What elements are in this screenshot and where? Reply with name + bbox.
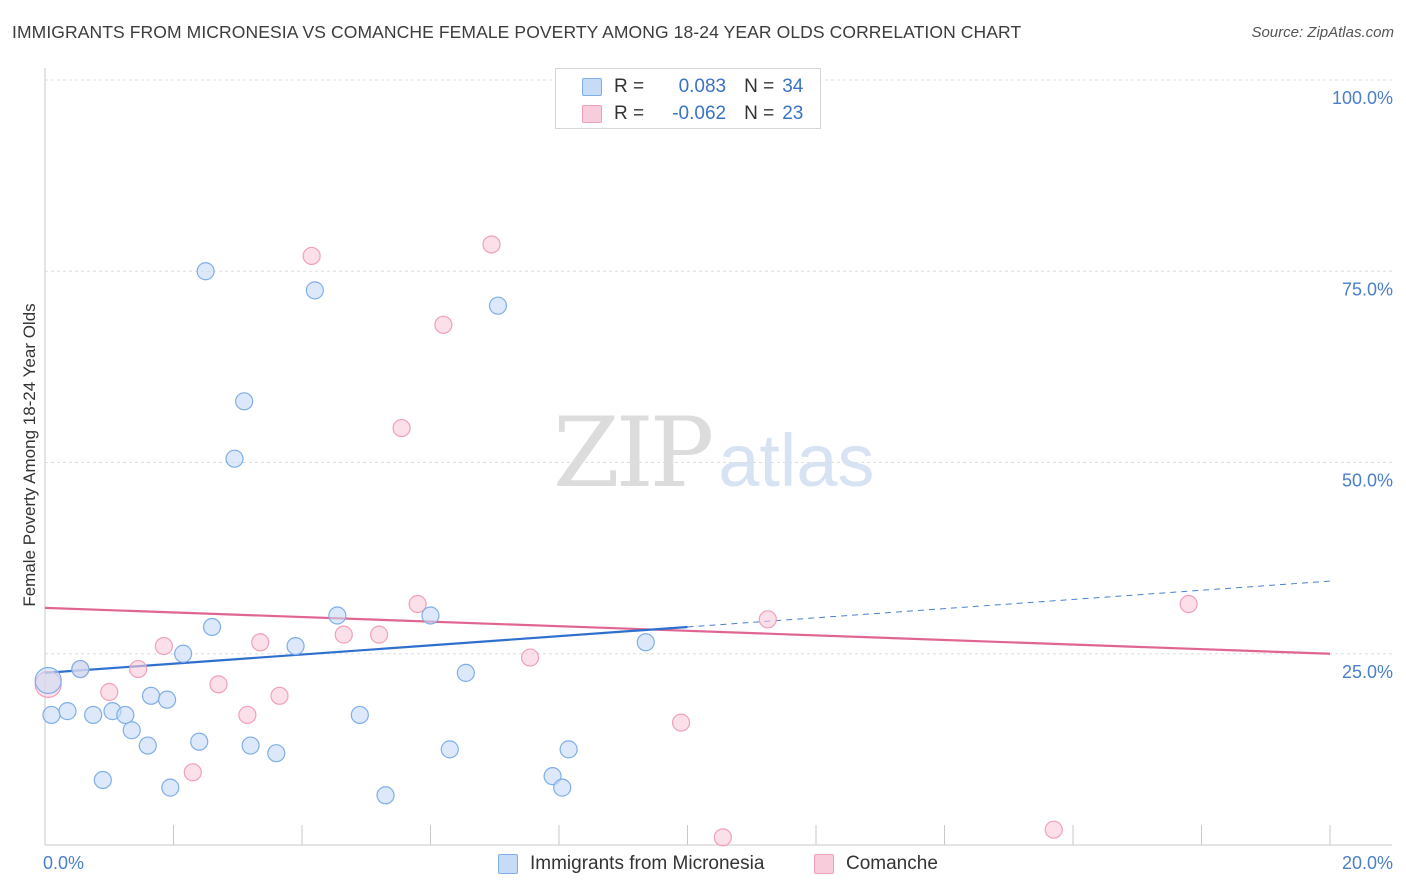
point-micronesia (58, 702, 77, 721)
tick-labels: 100.0% 75.0% 50.0% 25.0% 0.0% 20.0% (43, 88, 1393, 873)
point-comanche (758, 610, 777, 629)
r-label: R = (614, 103, 645, 124)
point-comanche (238, 705, 257, 725)
point-micronesia (34, 666, 62, 695)
n-value: 23 (782, 103, 804, 124)
point-micronesia (376, 786, 395, 805)
series-legend: Immigrants from Micronesia Comanche (0, 851, 1406, 879)
legend-swatch-comanche (582, 105, 602, 123)
point-comanche (408, 594, 427, 614)
point-comanche (434, 315, 453, 334)
point-micronesia (267, 744, 286, 763)
watermark: ZIP atlas (553, 405, 875, 502)
point-comanche (302, 246, 321, 266)
legend-label-micronesia: Immigrants from Micronesia (530, 853, 765, 874)
r-label: R = (614, 76, 645, 97)
point-comanche (209, 675, 228, 694)
point-micronesia (235, 392, 254, 411)
axes (44, 68, 1392, 846)
point-micronesia (122, 721, 141, 740)
point-comanche (334, 625, 353, 644)
point-micronesia (350, 705, 369, 725)
point-comanche (370, 625, 389, 644)
point-micronesia (71, 659, 90, 679)
point-comanche (1179, 594, 1198, 614)
point-comanche (183, 763, 202, 782)
y-tick-label: 100.0% (1332, 88, 1393, 108)
stats-legend: R = 0.083 N = 34 R = -0.062 N = 23 (555, 68, 821, 129)
point-comanche (129, 659, 148, 679)
point-micronesia (636, 633, 655, 652)
point-micronesia (157, 690, 177, 709)
data-points (34, 235, 1198, 847)
point-micronesia (488, 296, 508, 315)
point-micronesia (196, 262, 215, 281)
point-micronesia (116, 705, 135, 725)
point-micronesia (440, 740, 459, 759)
point-micronesia (190, 732, 209, 751)
point-comanche (713, 828, 732, 847)
point-comanche (520, 648, 540, 667)
point-micronesia (141, 686, 161, 705)
grid-lines (45, 79, 1392, 655)
point-micronesia (202, 617, 222, 637)
trend-line-comanche (44, 606, 1331, 655)
point-micronesia (138, 736, 157, 755)
chart-title: IMMIGRANTS FROM MICRONESIA VS COMANCHE F… (12, 22, 1022, 42)
trend-lines (44, 580, 1331, 674)
point-comanche (482, 235, 501, 254)
watermark-atlas: atlas (718, 419, 875, 502)
point-micronesia (225, 449, 244, 468)
n-label: N = (744, 76, 775, 97)
point-micronesia (84, 705, 103, 725)
watermark-zip: ZIP (553, 397, 714, 509)
point-comanche (154, 636, 173, 656)
trend-line-micronesia (44, 625, 688, 674)
r-value: 0.083 (678, 76, 727, 97)
point-comanche (251, 633, 270, 652)
point-comanche (671, 713, 691, 732)
point-micronesia (241, 736, 260, 755)
source-label: Source: ZipAtlas.com (1251, 24, 1394, 41)
legend-item-comanche[interactable]: Comanche (814, 853, 938, 875)
point-micronesia (286, 636, 305, 656)
point-micronesia (174, 644, 193, 663)
stats-row-comanche: R = -0.062 N = 23 (582, 101, 803, 127)
y-tick-label: 25.0% (1342, 662, 1393, 682)
x-tick-label: 0.0% (43, 853, 84, 873)
legend-swatch-comanche (814, 854, 834, 874)
point-micronesia (553, 778, 572, 797)
legend-label-comanche: Comanche (846, 853, 938, 874)
trend-extension-micronesia (687, 580, 1331, 628)
point-micronesia (93, 770, 112, 790)
point-micronesia (421, 606, 440, 625)
point-micronesia (305, 281, 324, 300)
n-value: 34 (782, 76, 804, 97)
legend-swatch-micronesia (582, 78, 602, 96)
point-comanche (100, 682, 119, 702)
point-micronesia (559, 740, 578, 759)
point-comanche (1044, 820, 1063, 839)
legend-swatch-micronesia (498, 854, 518, 874)
n-label: N = (744, 103, 775, 124)
x-tick-label: 20.0% (1342, 853, 1393, 873)
point-micronesia (456, 663, 475, 682)
point-comanche (392, 418, 411, 438)
r-value: -0.062 (672, 103, 727, 124)
point-micronesia (328, 606, 347, 625)
y-tick-label: 50.0% (1342, 471, 1393, 491)
point-micronesia (42, 705, 61, 725)
point-micronesia (161, 778, 180, 797)
y-tick-label: 75.0% (1342, 279, 1393, 299)
point-comanche (270, 686, 289, 705)
stats-row-micronesia: R = 0.083 N = 34 (582, 74, 803, 100)
legend-item-micronesia[interactable]: Immigrants from Micronesia (498, 853, 764, 875)
